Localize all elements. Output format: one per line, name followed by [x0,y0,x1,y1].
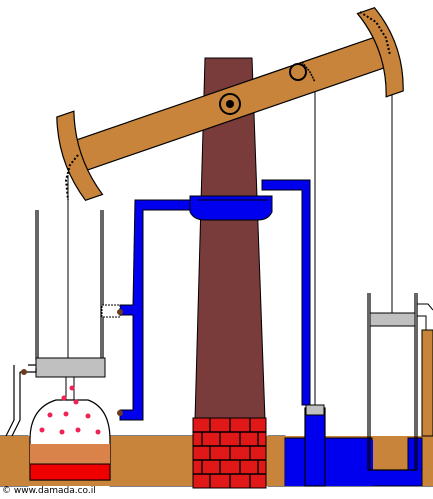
water-pipe [119,199,197,421]
beam-pivot-center [226,100,234,108]
feed-pump-pivot [289,63,307,81]
feed-pump-chain [301,61,316,83]
pump-outlet [417,303,433,330]
left-chain [64,154,79,201]
beam-pivot [219,93,241,115]
valve-knob-2 [117,410,123,416]
right-chain [359,11,391,56]
feed-pump-cylinder [304,407,326,487]
feed-pump-piston [305,404,325,416]
drain-valve [21,369,27,375]
credit-text: © www.damada.co.il [2,486,96,496]
steam-cylinder [35,210,104,360]
steam-piston [35,357,106,378]
well-water-left [285,440,373,486]
drain-pipe [5,364,37,437]
water-cistern [189,195,273,221]
beam-arch-left [56,110,104,202]
pump-piston [369,312,416,327]
valve-knob-1 [117,309,123,315]
water-supply-pipe [261,179,311,406]
steam-bubbles [39,385,101,435]
boiler-water [30,444,110,464]
pump-outlet-box [421,329,433,437]
fire [29,463,111,481]
brick-base [192,417,267,489]
beam-arch-right [356,6,404,98]
